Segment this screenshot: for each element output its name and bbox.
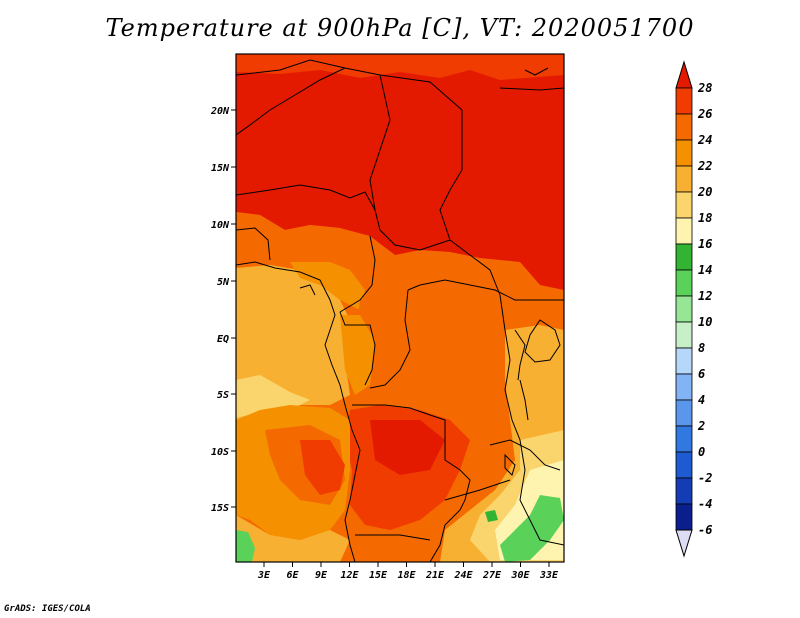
lon-label: 12E (340, 570, 359, 581)
lat-label: 5S (217, 390, 229, 401)
field-green-se (500, 495, 564, 562)
colorbar-top-arrow (675, 60, 693, 89)
colorbar-swatch (675, 113, 693, 141)
colorbar-label: -4 (698, 497, 712, 511)
colorbar-label: 18 (698, 211, 712, 225)
lat-label: 15S (211, 503, 229, 514)
colorbar-label: 14 (698, 263, 712, 277)
colorbar-label: 20 (697, 185, 712, 199)
colorbar-label: 2 (697, 419, 705, 433)
field-congo-center (355, 280, 515, 400)
colorbar-swatch (675, 139, 693, 167)
latitude-axis: 20N 15N 10N 5N EQ 5S 10S 15S (210, 106, 236, 514)
colorbar-swatch (675, 269, 693, 297)
colorbar-swatch (675, 477, 693, 505)
colorbar-label: 6 (698, 367, 705, 381)
lon-label: 24E (453, 570, 473, 581)
chart-title: Temperature at 900hPa [C], VT: 202005170… (105, 14, 695, 42)
colorbar-swatch (675, 217, 693, 245)
colorbar-swatch (675, 321, 693, 349)
lat-label: 15N (211, 163, 230, 174)
lon-label: 30E (510, 570, 530, 581)
field-hot-north (236, 54, 564, 290)
country-borders (236, 59, 564, 562)
colorbar-label: 26 (697, 107, 712, 121)
lon-label: 6E (286, 570, 299, 581)
colorbar-label: 24 (697, 133, 712, 147)
colorbar-swatch (675, 191, 693, 219)
colorbar-swatch (675, 347, 693, 375)
colorbar-swatch (675, 87, 693, 115)
colorbar-swatch (675, 451, 693, 479)
lon-label: 21E (425, 570, 445, 581)
field-sw-red (300, 440, 345, 495)
lon-label: 27E (482, 570, 502, 581)
colorbar-swatch (675, 425, 693, 453)
field-green-sw (236, 530, 255, 562)
lat-label: EQ (217, 334, 229, 345)
colorbar-swatch (675, 399, 693, 427)
field-central-light (340, 315, 375, 395)
field-top-band (236, 54, 564, 80)
lat-label: 5N (217, 277, 230, 288)
colorbar-label: 12 (698, 289, 712, 303)
lon-label: 33E (539, 570, 559, 581)
lon-label: 3E (257, 570, 271, 581)
lat-label: 20N (210, 106, 230, 117)
lon-label: 9E (315, 570, 328, 581)
colorbar-label: 8 (698, 341, 705, 355)
colorbar-swatch (675, 165, 693, 193)
lon-label: 15E (369, 570, 388, 581)
colorbar-label: 28 (697, 81, 712, 95)
field-south-light (236, 515, 350, 562)
colorbar-swatch (675, 373, 693, 401)
field-gulf-band (236, 212, 360, 262)
longitude-axis: 3E 6E 9E 12E 15E 18E 21E 24E 27E 30E 33E (257, 562, 559, 581)
field-green-small (485, 510, 498, 522)
field-gulf-light (290, 262, 365, 310)
colorbar-swatch (675, 243, 693, 271)
colorbar-label: 0 (698, 445, 705, 459)
lat-label: 10N (211, 220, 230, 231)
lat-label: 10S (211, 447, 229, 458)
colorbar-label: 10 (698, 315, 712, 329)
colorbar-bottom-arrow (675, 529, 693, 558)
field-angola-core (370, 420, 445, 475)
colorbar-swatch (675, 503, 693, 531)
colorbar-label: -6 (698, 523, 712, 537)
map-frame (235, 53, 565, 563)
colorbar-swatch (675, 295, 693, 323)
colorbar-label: 16 (698, 237, 712, 251)
colorbar-label: 22 (697, 159, 712, 173)
colorbar-label: -2 (698, 471, 712, 485)
grads-credit: GrADS: IGES/COLA (4, 604, 91, 614)
colorbar-label: 4 (698, 393, 705, 407)
lon-label: 18E (397, 570, 416, 581)
